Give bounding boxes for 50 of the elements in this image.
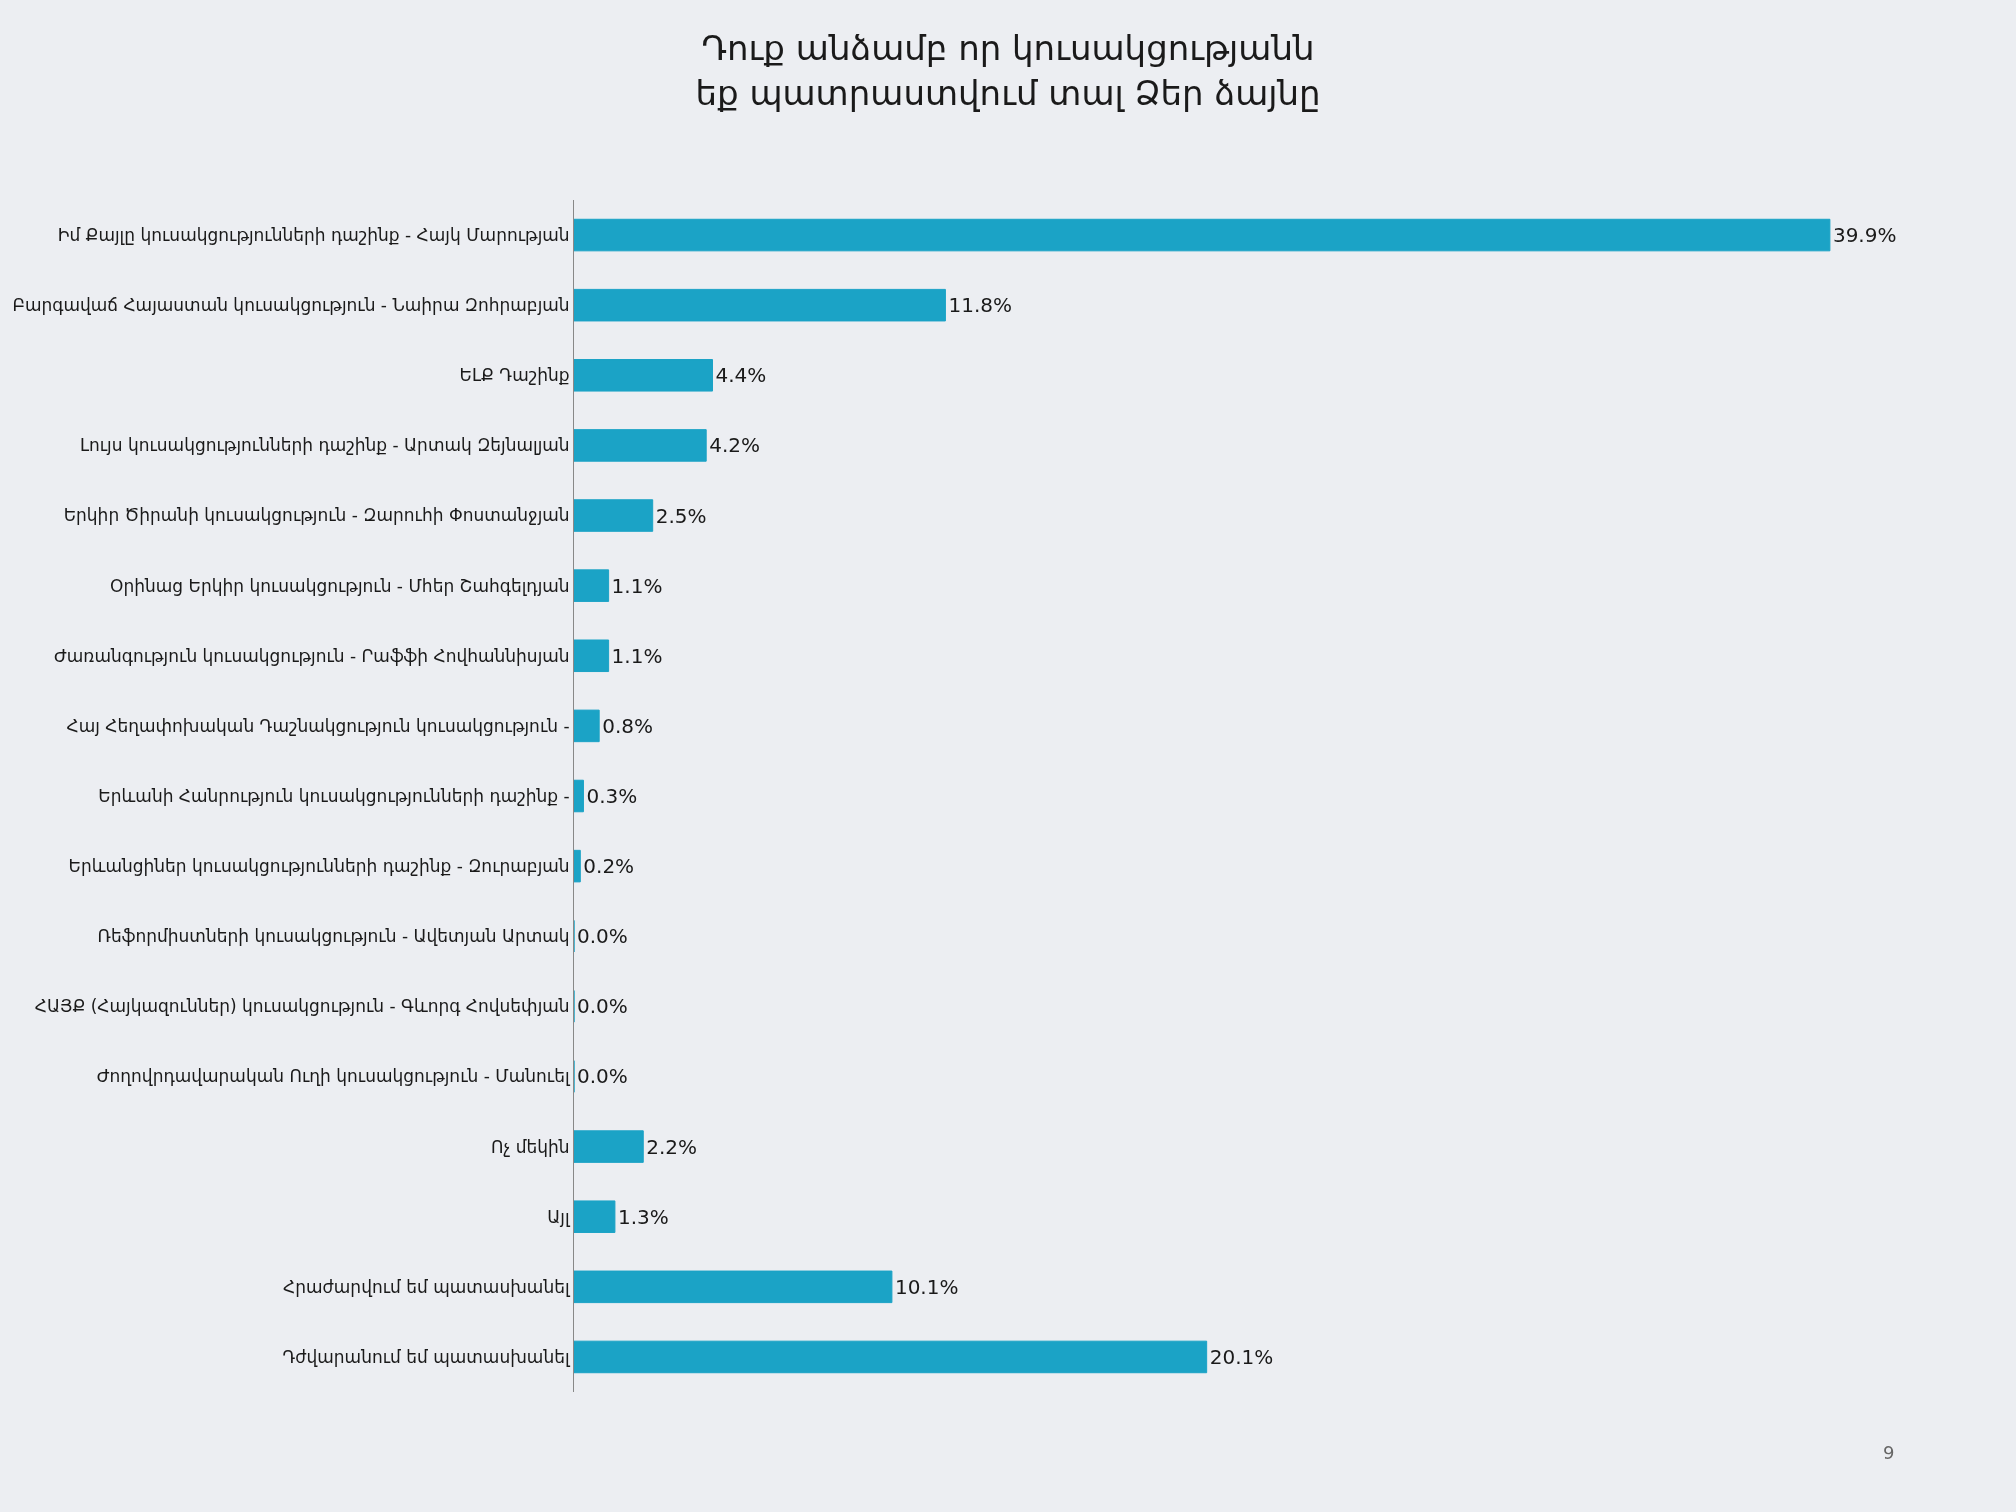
data-label: 1.1% bbox=[611, 643, 663, 668]
data-label: 0.0% bbox=[577, 1064, 628, 1089]
bar bbox=[574, 779, 584, 813]
y-tick-label: Այլ bbox=[547, 1206, 571, 1227]
y-tick-label: Հայ Հեղափոխական Դաշնակցություն կուսակցություն - bbox=[66, 715, 570, 736]
y-tick-label: Ոչ մեկին bbox=[491, 1136, 570, 1157]
data-label: 10.1% bbox=[894, 1274, 959, 1299]
y-tick-label: Երևանցիներ կուսակցությունների դաշինք - Զուրաբյան bbox=[68, 856, 570, 877]
data-label: 20.1% bbox=[1209, 1344, 1274, 1369]
data-label: 2.5% bbox=[655, 503, 707, 528]
bar bbox=[574, 1130, 644, 1163]
bar bbox=[574, 1340, 1208, 1374]
bar bbox=[574, 569, 610, 602]
bar bbox=[574, 639, 610, 673]
data-label: 0.8% bbox=[602, 713, 653, 738]
data-label: 39.9% bbox=[1832, 223, 1897, 248]
data-label: 11.8% bbox=[948, 293, 1012, 318]
data-label: 1.1% bbox=[611, 573, 663, 598]
y-tick-label: Ռեֆորմիստների կուսակցություն - Ավետյան Արտակ bbox=[97, 926, 570, 947]
y-tick-label: ԵԼՔ Դաշինք bbox=[459, 365, 570, 386]
y-tick-label: Բարգավաճ Հայաստան կուսակցություն - Նաիրա Զոհրաբյան bbox=[12, 295, 570, 316]
y-tick-label: Ժողովրդավարական Ուղի կուսակցություն - Մանուել bbox=[96, 1066, 571, 1087]
bar bbox=[574, 849, 581, 883]
bar bbox=[574, 429, 707, 462]
data-label: 4.4% bbox=[715, 363, 767, 388]
data-label: 1.3% bbox=[617, 1204, 669, 1229]
data-label: 0.2% bbox=[583, 854, 635, 879]
data-label: 0.0% bbox=[577, 994, 628, 1019]
bar bbox=[574, 288, 946, 322]
chart-title: Դուք անձամբ որ կուսակցությանն եք պատրաստվում տալ Ձեր ձայնը bbox=[695, 28, 1321, 113]
y-tick-label: Երկիր Ծիրանի կուսակցություն - Զարուհի Փոստանջյան bbox=[63, 505, 570, 526]
data-label: 4.2% bbox=[709, 433, 761, 458]
y-tick-label: Ժառանգություն կուսակցություն - Րաֆֆի Հովհաննիսյան bbox=[53, 645, 570, 666]
y-tick-label: Իմ Քայլը կուսակցությունների դաշինք - Հայկ Մարության bbox=[57, 225, 570, 246]
data-label: 0.3% bbox=[586, 784, 638, 808]
bar bbox=[574, 1200, 616, 1233]
text: 9 bbox=[1883, 1442, 1895, 1463]
y-tick-label: Օրինաց Երկիր կուսակցություն - Մհեր Շահգելդյան bbox=[110, 575, 570, 596]
y-tick-label: Հրաժարվում եմ պատասխանել bbox=[283, 1276, 571, 1297]
y-tick-label: Լույս կուսակցությունների դաշինք - Արտակ Զեյնալյան bbox=[79, 435, 570, 456]
bar bbox=[574, 709, 600, 743]
data-label: 2.2% bbox=[646, 1134, 698, 1159]
bar bbox=[574, 359, 713, 392]
y-tick-label: ՀԱՅՔ (Հայկազուններ) կուսակցություն - Գևորգ Հովսեփյան bbox=[34, 996, 570, 1017]
data-label: 0.0% bbox=[577, 924, 628, 949]
bar bbox=[574, 499, 654, 532]
y-tick-label: Դժվարանում եմ պատասխանել bbox=[282, 1346, 571, 1367]
bar bbox=[574, 218, 1831, 252]
bar bbox=[574, 1270, 893, 1304]
y-tick-label: Երևանի Հանրություն կուսակցությունների դաշինք - bbox=[98, 785, 570, 806]
